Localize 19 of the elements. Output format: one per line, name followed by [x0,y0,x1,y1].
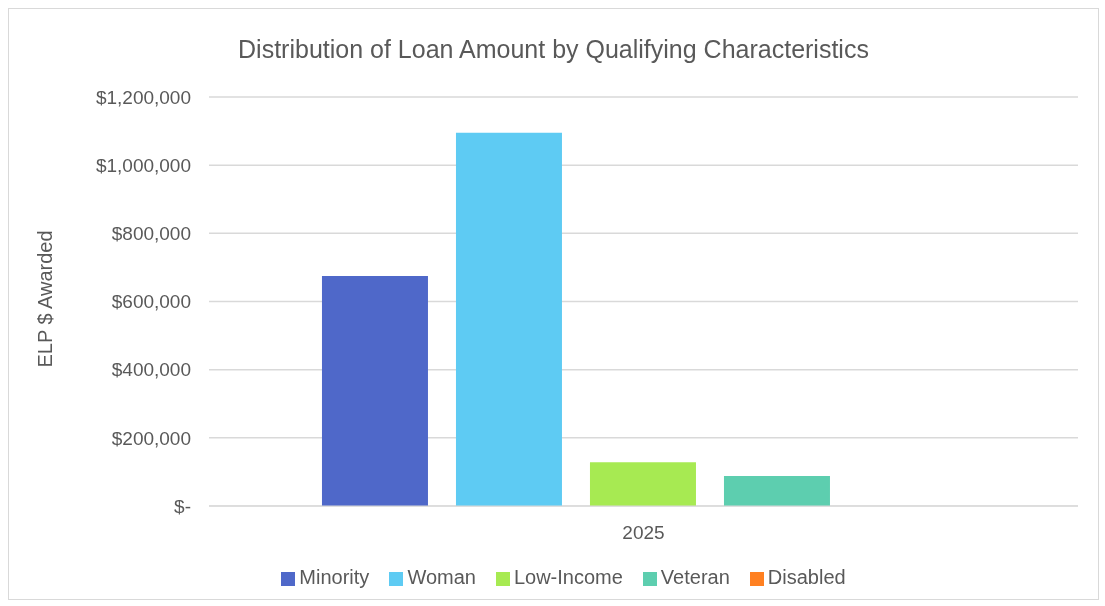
y-tick-label: $600,000 [111,291,191,313]
bar [723,476,830,506]
legend-label: Disabled [767,566,846,588]
legend-label: Veteran [660,566,730,588]
y-tick-label: $- [174,495,191,517]
bar [321,275,428,506]
x-tick-label: 2025 [622,522,665,544]
y-axis-title: ELP $ Awarded [33,230,57,368]
y-tick-label: $200,000 [111,427,191,449]
legend-label: Minority [299,566,370,588]
y-tick-label: $400,000 [111,359,191,381]
legend-label: Woman [407,566,476,588]
y-tick-label: $1,200,000 [95,86,191,108]
y-tick-label: $800,000 [111,223,191,245]
chart-title: Distribution of Loan Amount by Qualifying Characteristics [237,35,870,64]
bar [589,462,696,506]
bar [455,132,562,506]
legend-label: Low-Income [513,566,623,588]
y-tick-label: $1,000,000 [95,154,191,176]
